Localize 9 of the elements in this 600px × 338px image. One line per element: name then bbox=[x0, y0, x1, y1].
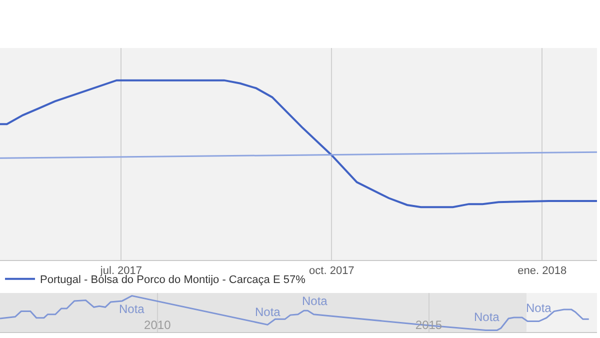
annotation: Nota bbox=[302, 294, 328, 308]
x-tick-label: 2010 bbox=[144, 318, 172, 332]
legend-label: Portugal - Bolsa do Porco do Montijo - Carcaça E 57% bbox=[40, 274, 306, 286]
x-tick-label: ene. 2018 bbox=[518, 265, 567, 278]
annotation: Nota bbox=[526, 301, 552, 315]
annotation: Nota bbox=[119, 302, 145, 316]
x-tick-label: oct. 2017 bbox=[309, 265, 354, 278]
annotation: Nota bbox=[474, 310, 500, 324]
annotation: Nota bbox=[255, 305, 281, 319]
